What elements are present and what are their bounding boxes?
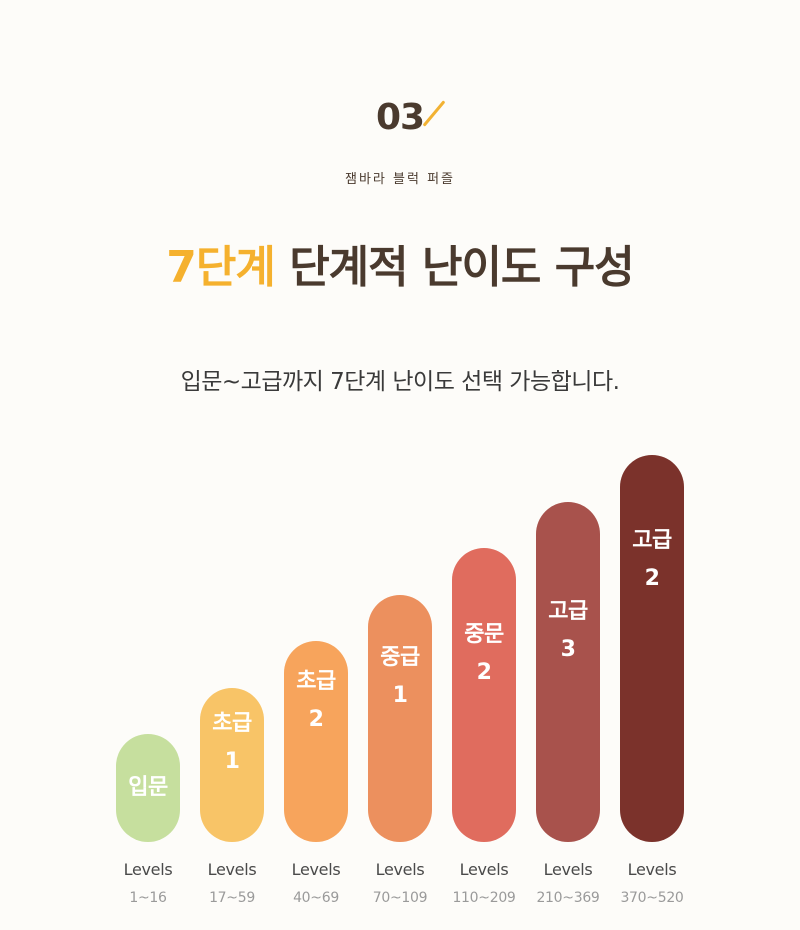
bar-label-number: 2 xyxy=(308,706,324,732)
bar-label-name: 중문 xyxy=(464,622,504,647)
bar-label-name: 중급 xyxy=(380,645,420,671)
section-number: 03 xyxy=(375,97,425,138)
bar-label-number: 3 xyxy=(560,636,576,662)
bar-level-word: Levels xyxy=(627,860,677,879)
bar-level-word: Levels xyxy=(375,860,425,879)
headline-rest: 단계적 난이도 구성 xyxy=(289,242,634,293)
bar-label: 입문 xyxy=(116,772,180,804)
bar-level-range: 370~520 xyxy=(620,890,684,906)
section-subtitle: 잼바라 블럭 퍼즐 xyxy=(345,172,455,187)
bar-label-number: 1 xyxy=(392,683,408,709)
bar-label-name: 입문 xyxy=(128,775,168,800)
difficulty-chart: 입문 Levels 1~16 초급 1 Levels 17~59 초급 2 Levels 40~69… xyxy=(0,440,800,920)
bar-level-word: Levels xyxy=(207,860,257,879)
bar-pill: 초급 2 xyxy=(284,641,348,842)
bar-level-range: 210~369 xyxy=(536,890,600,906)
bar-level-range: 1~16 xyxy=(129,890,167,906)
bar-label-number: 1 xyxy=(224,748,240,774)
bar-label-name: 초급 xyxy=(212,710,252,736)
bar-level-word: Levels xyxy=(459,860,509,879)
bar-pill: 초급 1 xyxy=(200,687,264,842)
headline-accent: 7단계 xyxy=(166,242,276,293)
bar-pill: 고급 2 xyxy=(620,455,684,842)
bar-label: 고급 2 xyxy=(620,525,684,595)
bar-label: 중급 1 xyxy=(368,642,432,712)
bar-level-word: Levels xyxy=(291,860,341,879)
headline: 7단계 단계적 난이도 구성 xyxy=(0,240,800,296)
bar-label-name: 초급 xyxy=(296,668,336,694)
bar-label-number: 2 xyxy=(644,565,660,591)
bar-pill: 입문 xyxy=(116,734,180,842)
bar-pill: 중문 2 xyxy=(452,548,516,842)
bar-pill: 중급 1 xyxy=(368,594,432,842)
bar-level-range: 70~109 xyxy=(372,890,428,906)
bar-pill: 고급 3 xyxy=(536,501,600,842)
bar-level-range: 40~69 xyxy=(293,890,339,906)
bar-label-name: 고급 xyxy=(632,527,672,553)
bar-label: 초급 1 xyxy=(200,708,264,778)
bar-label: 중문 2 xyxy=(452,619,516,689)
bar-level-range: 17~59 xyxy=(209,890,255,906)
bar-label-number: 2 xyxy=(476,660,492,685)
description: 입문~고급까지 7단계 난이도 선택 가능합니다. xyxy=(180,369,620,395)
bar-label: 초급 2 xyxy=(284,666,348,736)
bar-label-name: 고급 xyxy=(548,598,588,624)
bar-level-word: Levels xyxy=(543,860,593,879)
bar-label: 고급 3 xyxy=(536,596,600,666)
bar-level-word: Levels xyxy=(123,860,173,879)
bar-level-range: 110~209 xyxy=(452,890,516,906)
